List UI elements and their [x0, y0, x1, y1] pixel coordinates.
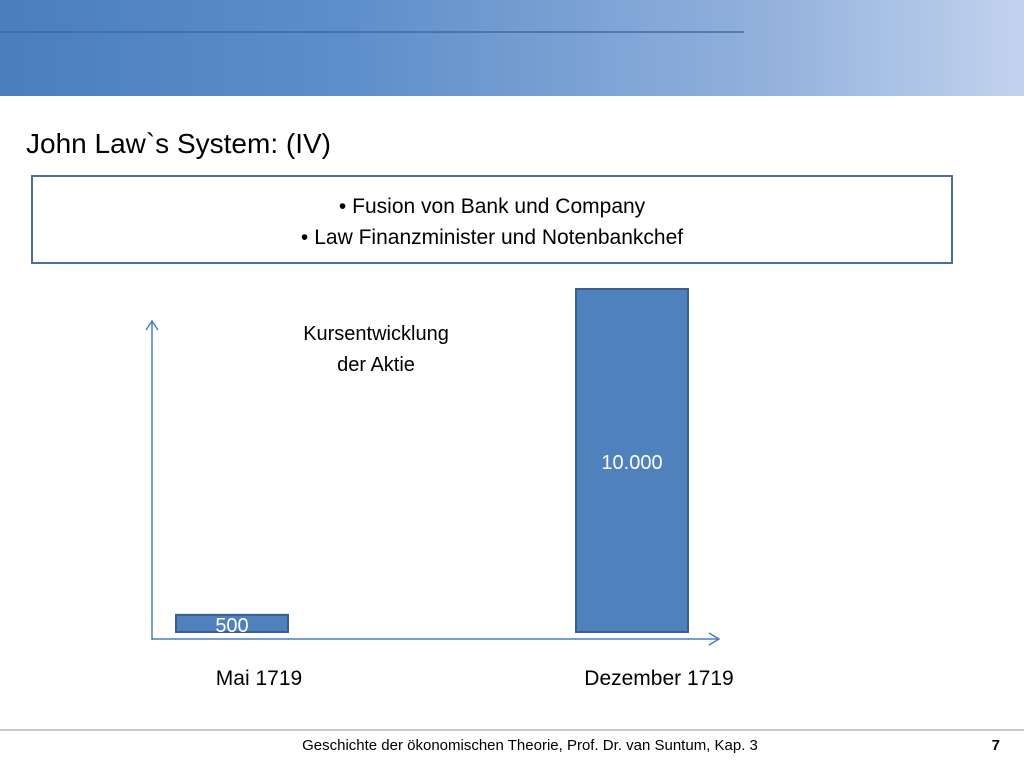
footer-text: Geschichte der ökonomischen Theorie, Pro… — [302, 737, 758, 754]
header-banner — [0, 0, 1024, 96]
page-number: 7 — [991, 737, 1000, 754]
bullet-box: • Fusion von Bank und Company • Law Finanz… — [31, 175, 953, 264]
chart-title-line-1: Kursentwicklung — [303, 323, 449, 345]
bar-1 — [575, 288, 689, 633]
bar-value-labels: 500 10.000 — [215, 452, 662, 637]
footer-divider — [0, 729, 1024, 731]
bullet-text: Fusion von Bank und Company — [352, 195, 646, 218]
bar-0 — [175, 613, 289, 633]
bar-series — [175, 288, 689, 633]
bullet-dot-icon: • — [300, 226, 309, 249]
category-labels: Mai 1719 Dezember 1719 — [216, 667, 734, 690]
bar-value-label: 500 — [215, 615, 248, 637]
bullet-dot-icon: • — [338, 195, 347, 218]
y-axis-arrow-icon — [145, 319, 159, 331]
bullet-list: • Fusion von Bank und Company • Law Finanz… — [33, 177, 951, 253]
chart-title-line-2: der Aktie — [337, 354, 415, 376]
bullet-item: • Law Finanzminister und Notenbankchef — [33, 222, 951, 253]
slide-title: John Law`s System: (IV) — [26, 128, 331, 159]
banner-divider — [0, 31, 744, 33]
bullet-item: • Fusion von Bank und Company — [33, 191, 951, 222]
x-axis-arrow-icon — [708, 632, 721, 646]
category-label: Mai 1719 — [216, 667, 302, 690]
bar-chart: Kursentwicklung der Aktie 500 10.000 Mai … — [145, 288, 734, 690]
chart-axes — [145, 319, 721, 646]
bar-value-label: 10.000 — [601, 452, 662, 474]
bullet-text: Law Finanzminister und Notenbankchef — [314, 226, 684, 249]
category-label: Dezember 1719 — [584, 667, 733, 690]
